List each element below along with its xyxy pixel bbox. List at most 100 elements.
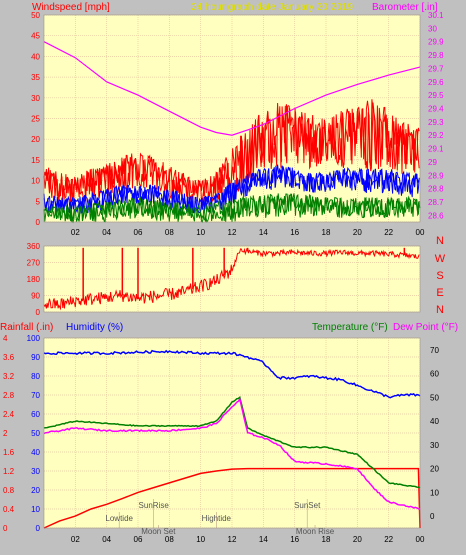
barometer-y-tick: 29 [428, 158, 437, 167]
direction-y-tick: 360 [27, 242, 41, 251]
rain-x-tick: 04 [102, 535, 111, 544]
rain-x-tick: 22 [384, 535, 393, 544]
compass-label: S [436, 270, 443, 282]
temperature-y-tick: 20 [430, 465, 439, 474]
wind-x-tick: 12 [228, 228, 237, 237]
humidity-y-tick: 70 [31, 391, 40, 400]
rain-y-tick: 0.4 [3, 505, 15, 514]
rain-x-tick: 10 [196, 535, 205, 544]
wind-x-tick: 00 [416, 228, 425, 237]
temperature-y-tick: 60 [430, 370, 439, 379]
temperature-y-tick: 40 [430, 417, 439, 426]
barometer-y-tick: 28.6 [428, 211, 444, 220]
temperature-y-tick: 30 [430, 441, 439, 450]
wind-x-tick: 08 [165, 228, 174, 237]
direction-plot-frame [43, 245, 421, 313]
annotation-label: Moon Set [141, 527, 176, 536]
compass-label: E [436, 287, 443, 299]
rain-y-tick: 4 [3, 334, 8, 343]
rain-y-tick: 0.8 [3, 486, 15, 495]
barometer-y-tick: 29.5 [428, 91, 444, 100]
rain-plot-frame [43, 337, 421, 529]
rain-x-tick: 14 [259, 535, 268, 544]
dewpoint-axis-title: Dew Point (°F) [393, 322, 458, 333]
wind-x-tick: 18 [322, 228, 331, 237]
barometer-y-tick: 29.8 [428, 51, 444, 60]
barometer-line [43, 41, 421, 136]
humidity-y-tick: 90 [31, 353, 40, 362]
wind-low-line [43, 192, 421, 223]
barometer-y-tick: 28.7 [428, 198, 444, 207]
wind-plot-frame [43, 14, 421, 223]
barometer-axis-title: Barometer [.in] [372, 2, 438, 13]
barometer-y-tick: 29.4 [428, 104, 444, 113]
annotation-label: Lowtide [105, 514, 133, 523]
wind-y-tick: 45 [31, 32, 40, 41]
wind-barometer-panel: 5045403530252015105030.13029.929.829.729… [31, 11, 444, 237]
barometer-y-tick: 28.9 [428, 171, 444, 180]
compass-label: N [436, 304, 444, 316]
direction-y-tick: 180 [27, 275, 41, 284]
rain-y-tick: 2.8 [3, 391, 15, 400]
wind-x-tick: 20 [353, 228, 362, 237]
rain-y-tick: 3.6 [3, 353, 15, 362]
direction-y-tick: 270 [27, 259, 41, 268]
temperature-y-tick: 0 [430, 512, 435, 521]
rainfall-line [43, 467, 421, 529]
wind-y-tick: 25 [31, 115, 40, 124]
wind-x-tick: 16 [290, 228, 299, 237]
rain-y-tick: 2.4 [3, 410, 15, 419]
humidity-y-tick: 100 [27, 334, 41, 343]
rain-x-tick: 06 [134, 535, 143, 544]
barometer-y-tick: 30.1 [428, 11, 444, 20]
rain-x-tick: 16 [290, 535, 299, 544]
wind-y-tick: 10 [31, 177, 40, 186]
humidity-axis-title: Humidity (%) [66, 322, 123, 333]
humidity-y-tick: 80 [31, 372, 40, 381]
wind-gust-line [43, 99, 420, 209]
compass-label: N [436, 235, 444, 247]
rain-x-tick: 12 [228, 535, 237, 544]
rain-y-tick: 1.2 [3, 467, 15, 476]
rain-x-tick: 02 [71, 535, 80, 544]
rain-y-tick: 0 [3, 524, 8, 533]
wind-x-tick: 14 [259, 228, 268, 237]
temperature-y-tick: 50 [430, 393, 439, 402]
humidity-y-tick: 10 [31, 505, 40, 514]
annotation-label: Hightide [202, 514, 232, 523]
barometer-y-tick: 30 [428, 24, 437, 33]
temperature-y-tick: 10 [430, 488, 439, 497]
barometer-y-tick: 29.3 [428, 118, 444, 127]
temperature-line [43, 395, 421, 489]
wind-x-tick: 22 [384, 228, 393, 237]
wind-direction-line [43, 247, 420, 311]
wind-y-tick: 0 [36, 218, 41, 227]
barometer-y-tick: 29.9 [428, 38, 444, 47]
rain-x-tick: 08 [165, 535, 174, 544]
barometer-y-tick: 29.6 [428, 78, 444, 87]
barometer-y-tick: 29.7 [428, 64, 444, 73]
wind-x-tick: 10 [196, 228, 205, 237]
wind-y-tick: 30 [31, 94, 40, 103]
rain-x-tick: 00 [416, 535, 425, 544]
wind-x-tick: 02 [71, 228, 80, 237]
wind-y-tick: 15 [31, 156, 40, 165]
compass-label: W [435, 253, 446, 265]
humidity-y-tick: 20 [31, 486, 40, 495]
humidity-y-tick: 40 [31, 448, 40, 457]
rainfall-axis-title: Rainfall (.in) [0, 322, 53, 333]
wind-x-tick: 04 [102, 228, 111, 237]
wind-x-tick: 06 [134, 228, 143, 237]
annotation-label: SunSet [294, 501, 321, 510]
direction-y-tick: 90 [31, 292, 40, 301]
annotation-label: Moon Rise [296, 527, 335, 536]
wind-y-tick: 35 [31, 73, 40, 82]
barometer-y-tick: 28.8 [428, 185, 444, 194]
temperature-y-tick: 70 [430, 346, 439, 355]
chart-title: 24 hour graph date January 20 2019 [191, 2, 353, 13]
windspeed-axis-title: Windspeed [mph] [32, 2, 110, 13]
rain-y-tick: 3.2 [3, 372, 15, 381]
rain-y-tick: 1.6 [3, 448, 15, 457]
